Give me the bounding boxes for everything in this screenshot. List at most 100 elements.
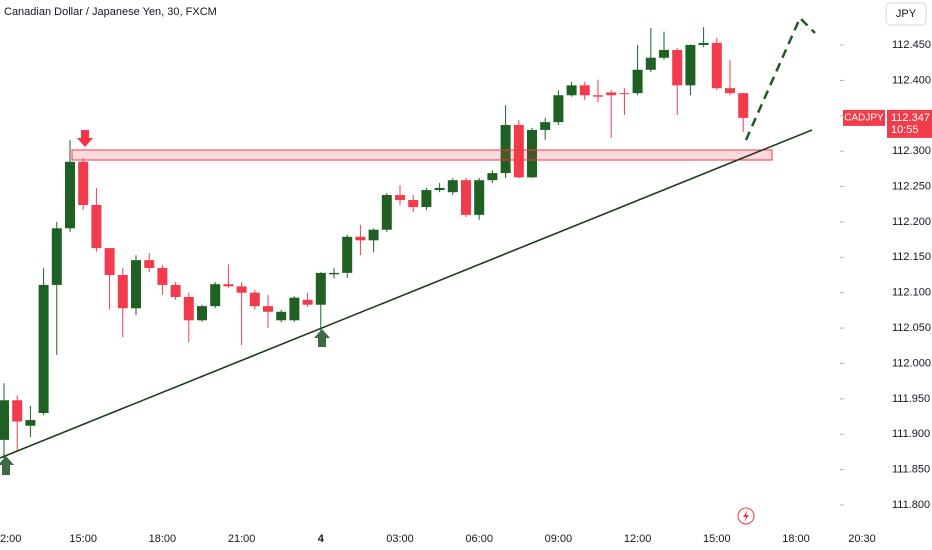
candle-body (197, 306, 207, 321)
event-icon-bolt (743, 510, 749, 522)
candle-body (579, 85, 590, 96)
candle-body (645, 57, 656, 70)
candle-body (619, 93, 630, 95)
candle-body (157, 267, 168, 285)
candle-body (474, 180, 485, 215)
candle-body (672, 49, 683, 86)
x-tick-label: 18:00 (149, 533, 177, 545)
candle-body (210, 284, 221, 307)
symbol-label: CADJPY (844, 113, 884, 124)
candle-body (342, 236, 353, 273)
y-tick-label: 111.850 (892, 464, 930, 476)
candle-body (117, 275, 128, 309)
candle-body (183, 296, 194, 321)
candle-body (725, 88, 735, 94)
y-tick-label: 112.400 (892, 74, 931, 86)
candle-body (276, 311, 287, 321)
x-tick-label: 15:00 (703, 533, 731, 545)
currency-button[interactable] (885, 2, 927, 26)
up-arrow (0, 456, 14, 475)
candle-body (91, 204, 102, 249)
candle-body (51, 228, 62, 285)
candles (0, 27, 749, 471)
candle-body (408, 199, 419, 208)
time-axis (0, 528, 932, 550)
candle-body (461, 180, 471, 215)
y-tick-label: 112.250 (892, 180, 931, 192)
x-tick-label: 15:00 (69, 533, 97, 545)
y-tick-label: 112.200 (892, 216, 931, 228)
x-tick-label: 21:00 (228, 533, 256, 545)
candle-body (144, 260, 155, 268)
y-tick-label: 112.300 (892, 145, 931, 157)
y-tick-label: 112.450 (892, 39, 931, 51)
candle-body (355, 236, 366, 241)
trend-line (0, 129, 813, 459)
candle-body (685, 45, 696, 86)
candle-body (395, 195, 405, 200)
candle-body (513, 124, 524, 178)
candle-body (698, 42, 709, 46)
y-tick-label: 112.150 (892, 251, 931, 263)
candle-body (421, 190, 432, 208)
candle-body (249, 292, 260, 307)
candle-body (38, 284, 49, 414)
x-tick-label: 09:00 (545, 533, 573, 545)
countdown-label: 10:55 (891, 124, 919, 136)
last-price-label: 112.347 (891, 112, 930, 124)
candle-body (711, 42, 722, 89)
x-tick-label: 20:30 (848, 533, 876, 545)
candle-body (302, 299, 313, 305)
candle-body (593, 95, 603, 97)
candle-body (236, 286, 247, 293)
candle-body (131, 260, 141, 309)
up-arrow (314, 329, 330, 347)
x-tick-label: 4 (318, 533, 325, 545)
candle-body (263, 306, 273, 312)
candle-body (527, 129, 537, 178)
candle-body (289, 297, 300, 321)
x-tick-label: 18:00 (782, 533, 810, 545)
candle-body (223, 284, 234, 287)
x-tick-label: 2:00 (0, 533, 21, 545)
candle-body (659, 49, 669, 58)
y-tick-label: 111.800 (892, 499, 930, 511)
y-tick-label: 112.050 (892, 322, 931, 334)
candle-body (25, 420, 36, 426)
x-tick-label: 12:00 (624, 533, 652, 545)
candle-body (12, 400, 23, 422)
y-tick-label: 111.900 (892, 428, 930, 440)
x-tick-label: 03:00 (386, 533, 414, 545)
candle-body (434, 187, 445, 191)
candle-body (447, 180, 458, 193)
candle-body (606, 92, 617, 96)
candle-body (540, 122, 551, 130)
candle-body (65, 161, 75, 229)
candle-body (632, 69, 643, 94)
candle-body (170, 284, 181, 297)
currency-label[interactable]: JPY (896, 8, 917, 20)
candle-body (500, 124, 511, 174)
candle-body (78, 161, 89, 205)
y-tick-label: 112.000 (892, 357, 931, 369)
chart-title: Canadian Dollar / Japanese Yen, 30, FXCM (4, 6, 217, 18)
price-axis (840, 0, 932, 550)
candle-body (553, 95, 564, 123)
candle-body (381, 195, 392, 230)
down-arrow (77, 130, 93, 147)
y-tick-label: 112.100 (892, 287, 931, 299)
y-tick-label: 111.950 (892, 393, 930, 405)
resistance-zone (71, 149, 773, 161)
price-tag (887, 109, 932, 138)
candle-body (368, 229, 379, 241)
candle-body (104, 248, 115, 276)
candle-body (0, 400, 9, 440)
candle-body (329, 272, 339, 275)
candle-body (566, 85, 577, 96)
candle-body (315, 272, 326, 305)
candle-body (738, 93, 749, 118)
candle-body (487, 173, 498, 181)
x-tick-label: 06:00 (465, 533, 493, 545)
